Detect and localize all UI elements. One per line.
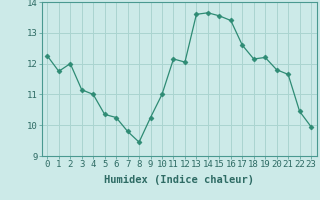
X-axis label: Humidex (Indice chaleur): Humidex (Indice chaleur) [104, 175, 254, 185]
